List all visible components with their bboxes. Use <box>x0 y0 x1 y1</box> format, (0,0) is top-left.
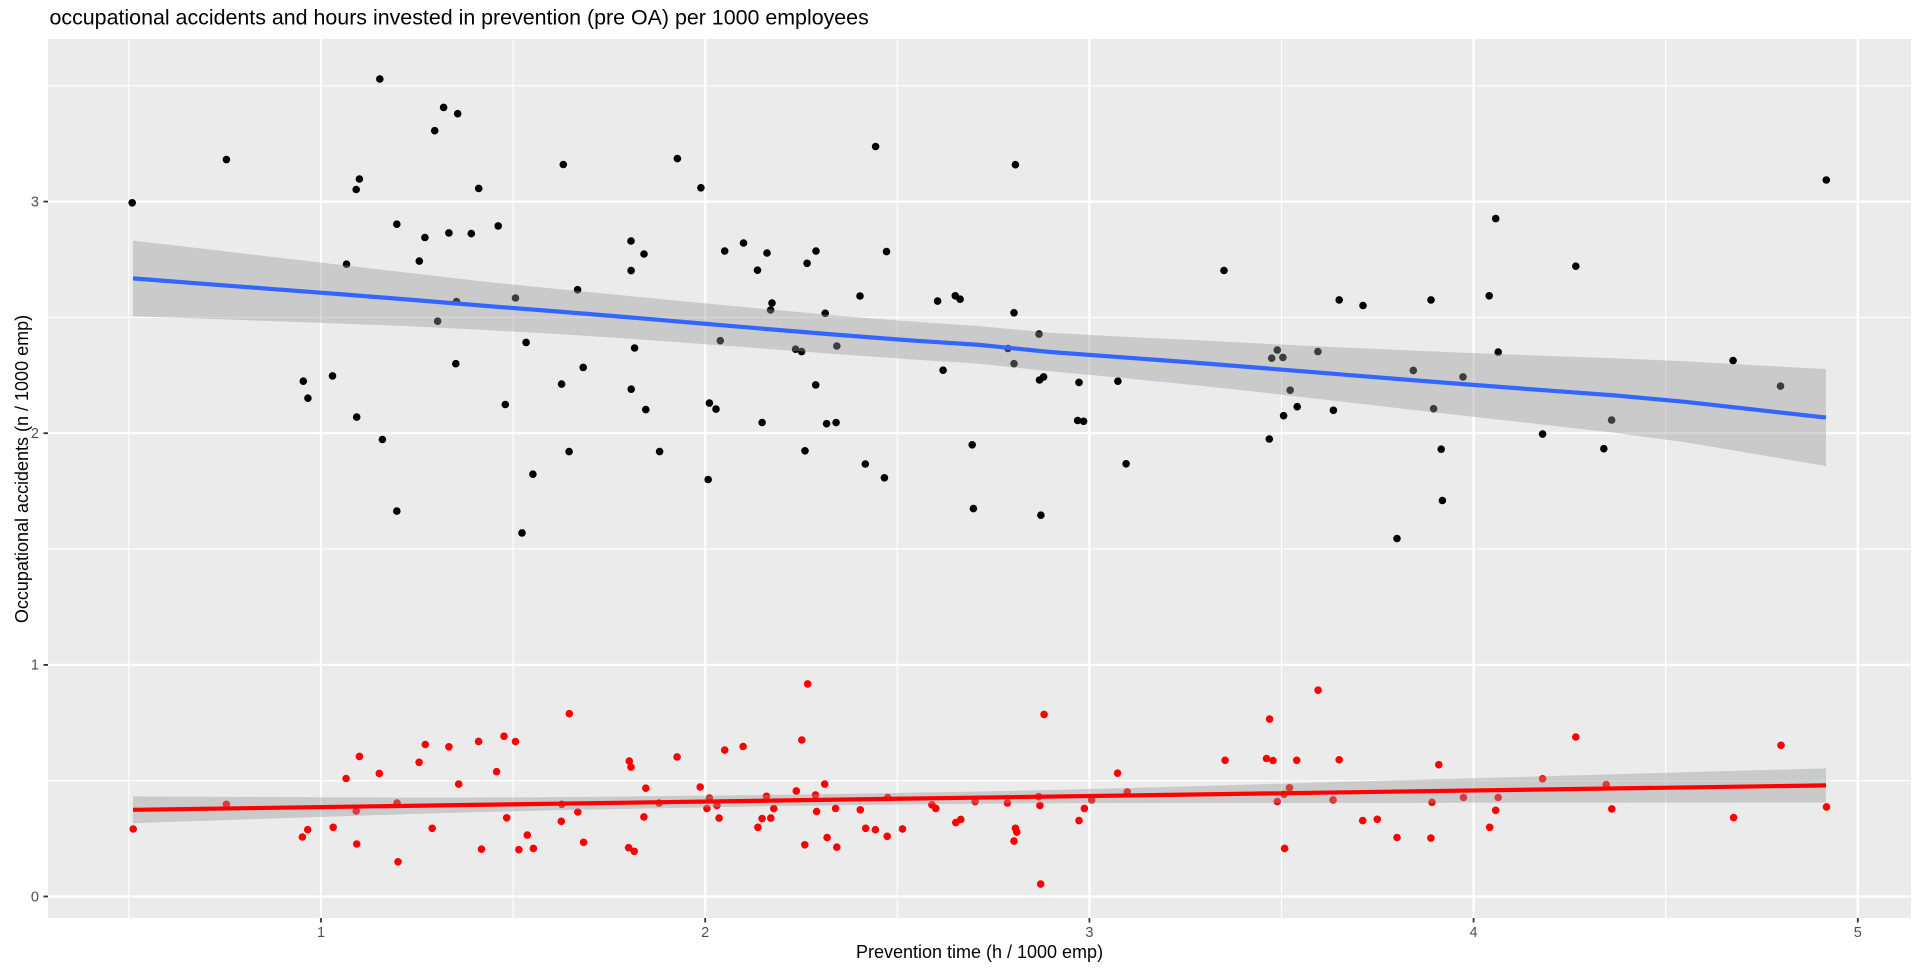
svg-text:Prevention time (h / 1000 emp): Prevention time (h / 1000 emp) <box>856 942 1103 962</box>
svg-text:3: 3 <box>31 194 39 210</box>
svg-text:1: 1 <box>31 658 39 674</box>
svg-text:occupational accidents and hou: occupational accidents and hours investe… <box>50 6 869 30</box>
svg-text:3: 3 <box>1085 925 1093 941</box>
svg-text:5: 5 <box>1854 925 1862 941</box>
svg-text:1: 1 <box>317 925 325 941</box>
svg-text:4: 4 <box>1470 925 1478 941</box>
svg-text:Occupational accidents (n / 10: Occupational accidents (n / 1000 emp) <box>12 315 32 623</box>
svg-text:0: 0 <box>31 889 39 905</box>
svg-text:2: 2 <box>31 426 39 442</box>
svg-text:2: 2 <box>701 925 709 941</box>
